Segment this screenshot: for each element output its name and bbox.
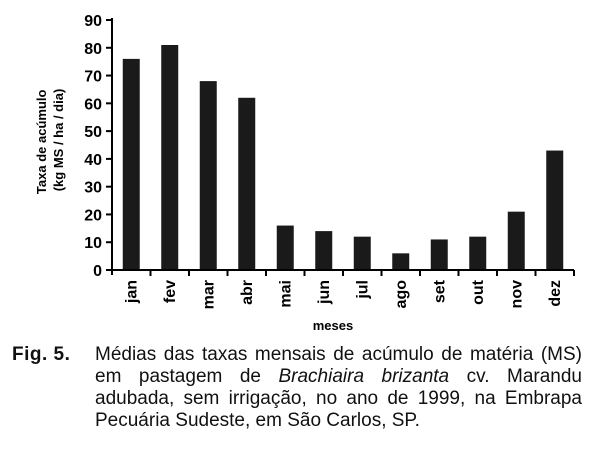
bar-jun bbox=[315, 231, 333, 270]
x-tick-label-jul: jul bbox=[354, 280, 371, 300]
x-tick-label-mar: mar bbox=[200, 280, 217, 309]
y-tick-label: 30 bbox=[84, 180, 102, 197]
x-tick-label-fev: fev bbox=[162, 280, 179, 303]
y-tick-label: 10 bbox=[84, 235, 102, 252]
x-tick-label-out: out bbox=[470, 279, 487, 305]
y-tick-label: 50 bbox=[84, 124, 102, 141]
y-tick-label: 90 bbox=[84, 13, 102, 30]
bar-abr bbox=[238, 97, 256, 271]
caption-text-part2: cv. Marandu adubada, sem irrigação, no a… bbox=[95, 366, 582, 431]
y-axis-title: Taxa de acúmulo (kg MS / ha / dia) bbox=[34, 86, 66, 194]
bar-out bbox=[469, 236, 487, 270]
bars bbox=[122, 45, 564, 271]
x-axis-title: meses bbox=[313, 318, 353, 333]
bar-jul bbox=[353, 236, 371, 270]
bar-fev bbox=[161, 45, 179, 270]
x-tick-label-nov: nov bbox=[508, 280, 525, 309]
bar-ago bbox=[392, 253, 410, 270]
y-axis-title-line2: (kg MS / ha / dia) bbox=[51, 89, 66, 192]
y-tick-label: 40 bbox=[84, 152, 102, 169]
x-tick-label-abr: abr bbox=[239, 280, 256, 305]
x-tick-label-jan: jan bbox=[123, 280, 140, 304]
y-axis-ticks: 0 10 20 30 40 50 60 70 80 90 bbox=[84, 13, 112, 280]
caption-label: Fig. 5. bbox=[12, 344, 71, 365]
y-tick-label: 70 bbox=[84, 69, 102, 86]
caption-species: Brachiaira brizanta bbox=[278, 366, 450, 387]
y-tick-label: 60 bbox=[84, 96, 102, 113]
bar-set bbox=[430, 239, 448, 270]
y-tick-label: 80 bbox=[84, 41, 102, 58]
x-axis-ticks: jan fev mar abr mai jun jul ago set out nov dez bbox=[123, 270, 575, 309]
x-tick-label-set: set bbox=[431, 279, 448, 303]
y-axis-title-line1: Taxa de acúmulo bbox=[34, 89, 49, 194]
bar-dez bbox=[546, 150, 564, 270]
x-tick-label-dez: dez bbox=[547, 280, 564, 307]
y-tick-label: 0 bbox=[93, 263, 102, 280]
bar-mar bbox=[199, 81, 217, 270]
x-tick-label-mai: mai bbox=[277, 280, 294, 308]
bar-nov bbox=[507, 211, 525, 270]
caption-text: Médias das taxas mensais de acúmulo de m… bbox=[95, 344, 582, 432]
y-tick-label: 20 bbox=[84, 207, 102, 224]
x-tick-label-jun: jun bbox=[316, 280, 333, 305]
caption-text-part1: Médias das taxas mensais de acúmulo de m… bbox=[95, 344, 582, 387]
x-tick-label-ago: ago bbox=[393, 280, 410, 309]
bar-chart: 0 10 20 30 40 50 60 70 80 90 jan fev mar abr mai jun ju… bbox=[34, 13, 575, 333]
bar-jan bbox=[122, 58, 140, 271]
bar-mai bbox=[276, 225, 294, 270]
